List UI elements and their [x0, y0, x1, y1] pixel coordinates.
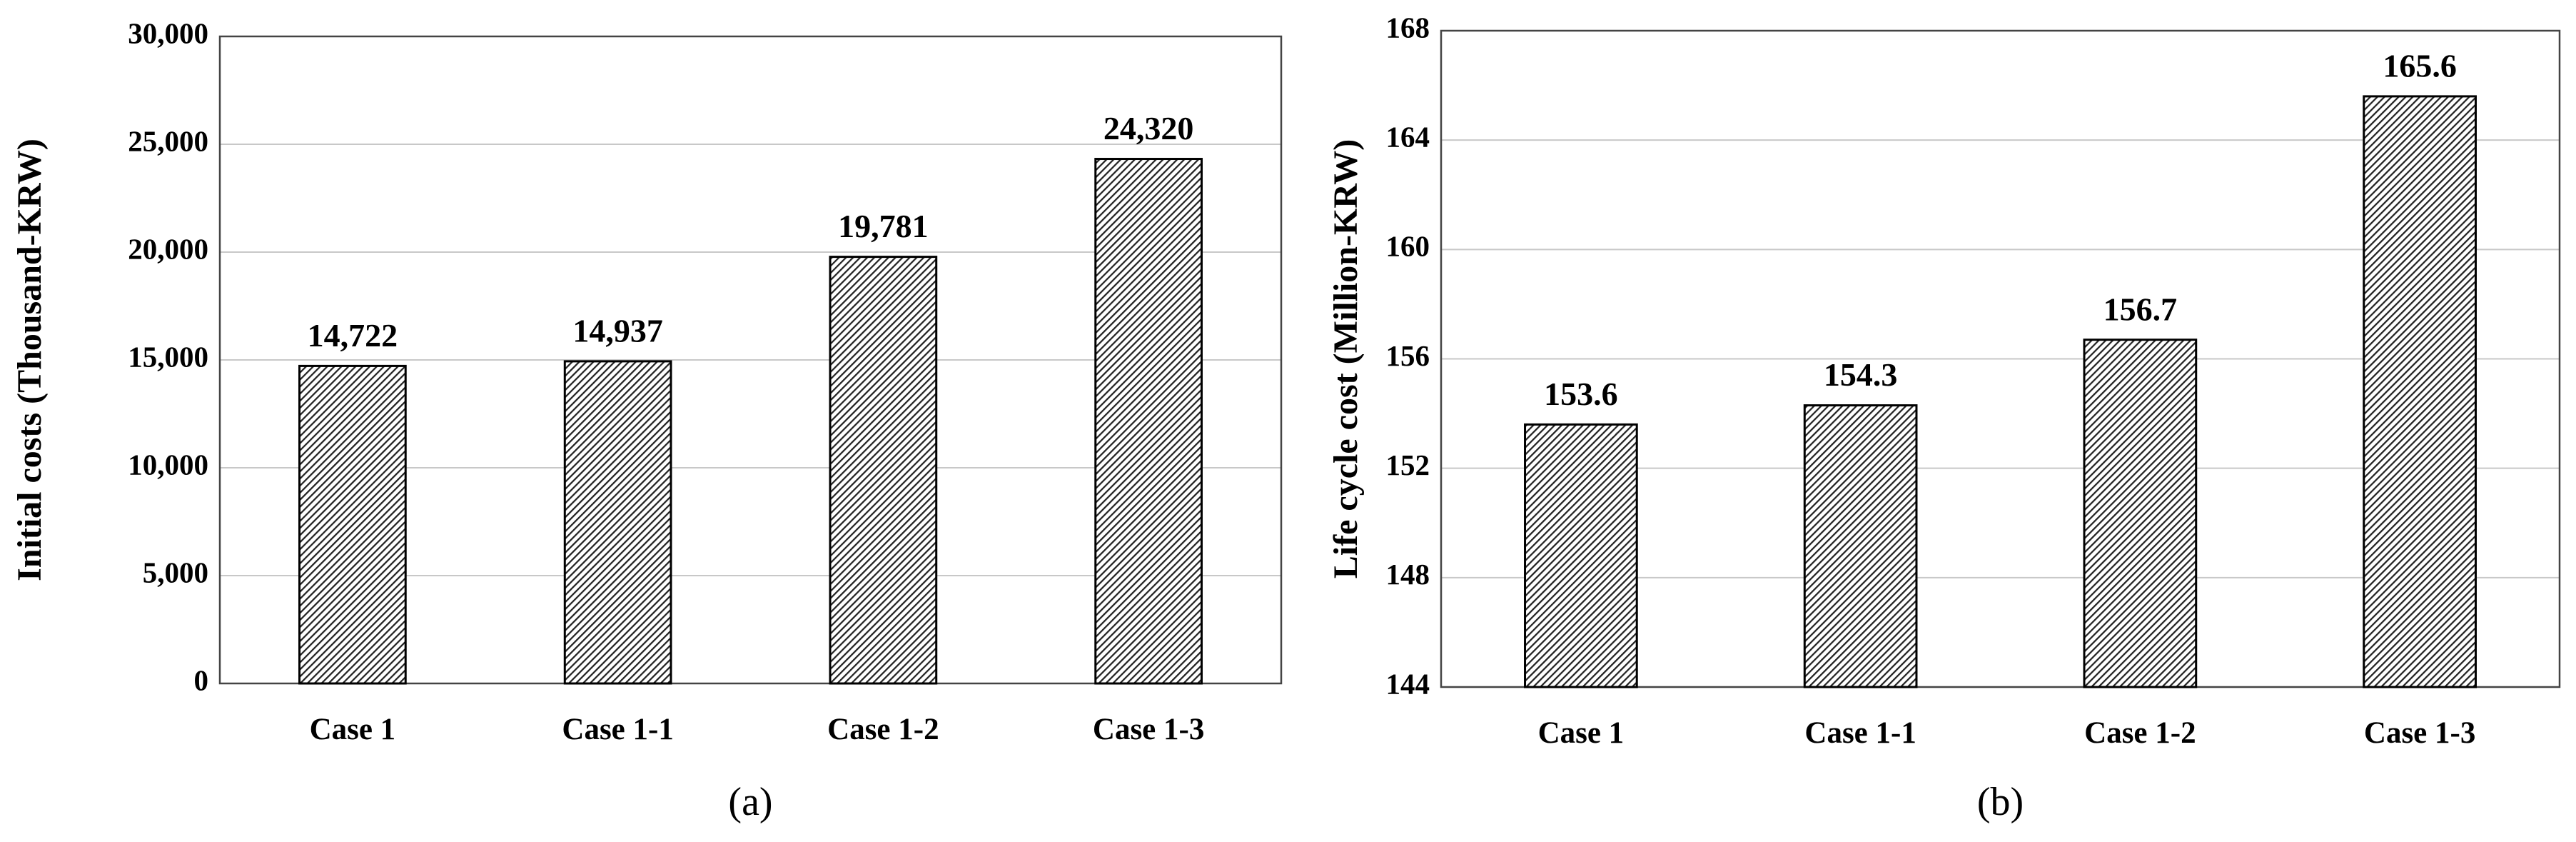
x-tick-label: Case 1-2 [827, 713, 939, 746]
plot-frame [218, 35, 1283, 685]
y-tick-label: 148 [1386, 558, 1430, 591]
bar [2083, 339, 2198, 688]
value-label: 14,937 [572, 312, 663, 349]
y-tick-label: 20,000 [128, 232, 208, 265]
y-axis-title: Life cycle cost (Million-KRW) [1327, 139, 1365, 578]
panel-caption: (a) [728, 780, 772, 824]
y-tick-label: 152 [1386, 448, 1430, 481]
y-tick-label: 160 [1386, 230, 1430, 263]
bar [563, 360, 672, 685]
x-tick-label: Case 1-1 [1804, 716, 1916, 750]
bar [1803, 404, 1918, 688]
bar [829, 256, 938, 685]
y-tick-label: 25,000 [128, 124, 208, 157]
x-tick-label: Case 1-3 [2364, 716, 2475, 750]
y-tick-label: 5,000 [143, 556, 208, 588]
y-tick-label: 0 [194, 663, 209, 696]
y-tick-label: 30,000 [128, 16, 208, 49]
value-label: 156.7 [2103, 291, 2178, 327]
bar [1524, 423, 1638, 688]
y-axis-title: Initial costs (Thousand-KRW) [11, 139, 49, 581]
y-tick-label: 15,000 [128, 340, 208, 373]
bar [298, 364, 407, 685]
y-tick-label: 164 [1386, 121, 1430, 154]
y-tick-label: 144 [1386, 667, 1430, 700]
x-tick-label: Case 1-3 [1093, 713, 1204, 746]
value-label: 153.6 [1544, 376, 1618, 412]
bar [2363, 95, 2477, 688]
plot-frame [1440, 29, 2561, 688]
x-tick-label: Case 1 [310, 713, 396, 746]
value-label: 24,320 [1103, 110, 1194, 146]
x-tick-label: Case 1 [1538, 716, 1625, 750]
panel-caption: (b) [1977, 780, 2024, 824]
y-tick-label: 156 [1386, 339, 1430, 372]
bar [1094, 158, 1203, 685]
value-label: 154.3 [1824, 356, 1898, 393]
value-label: 19,781 [838, 208, 929, 244]
value-label: 14,722 [308, 317, 398, 354]
x-tick-label: Case 1-1 [562, 713, 673, 746]
x-tick-label: Case 1-2 [2084, 716, 2196, 750]
y-tick-label: 10,000 [128, 448, 208, 481]
value-label: 165.6 [2383, 47, 2457, 84]
y-tick-label: 168 [1386, 11, 1430, 44]
